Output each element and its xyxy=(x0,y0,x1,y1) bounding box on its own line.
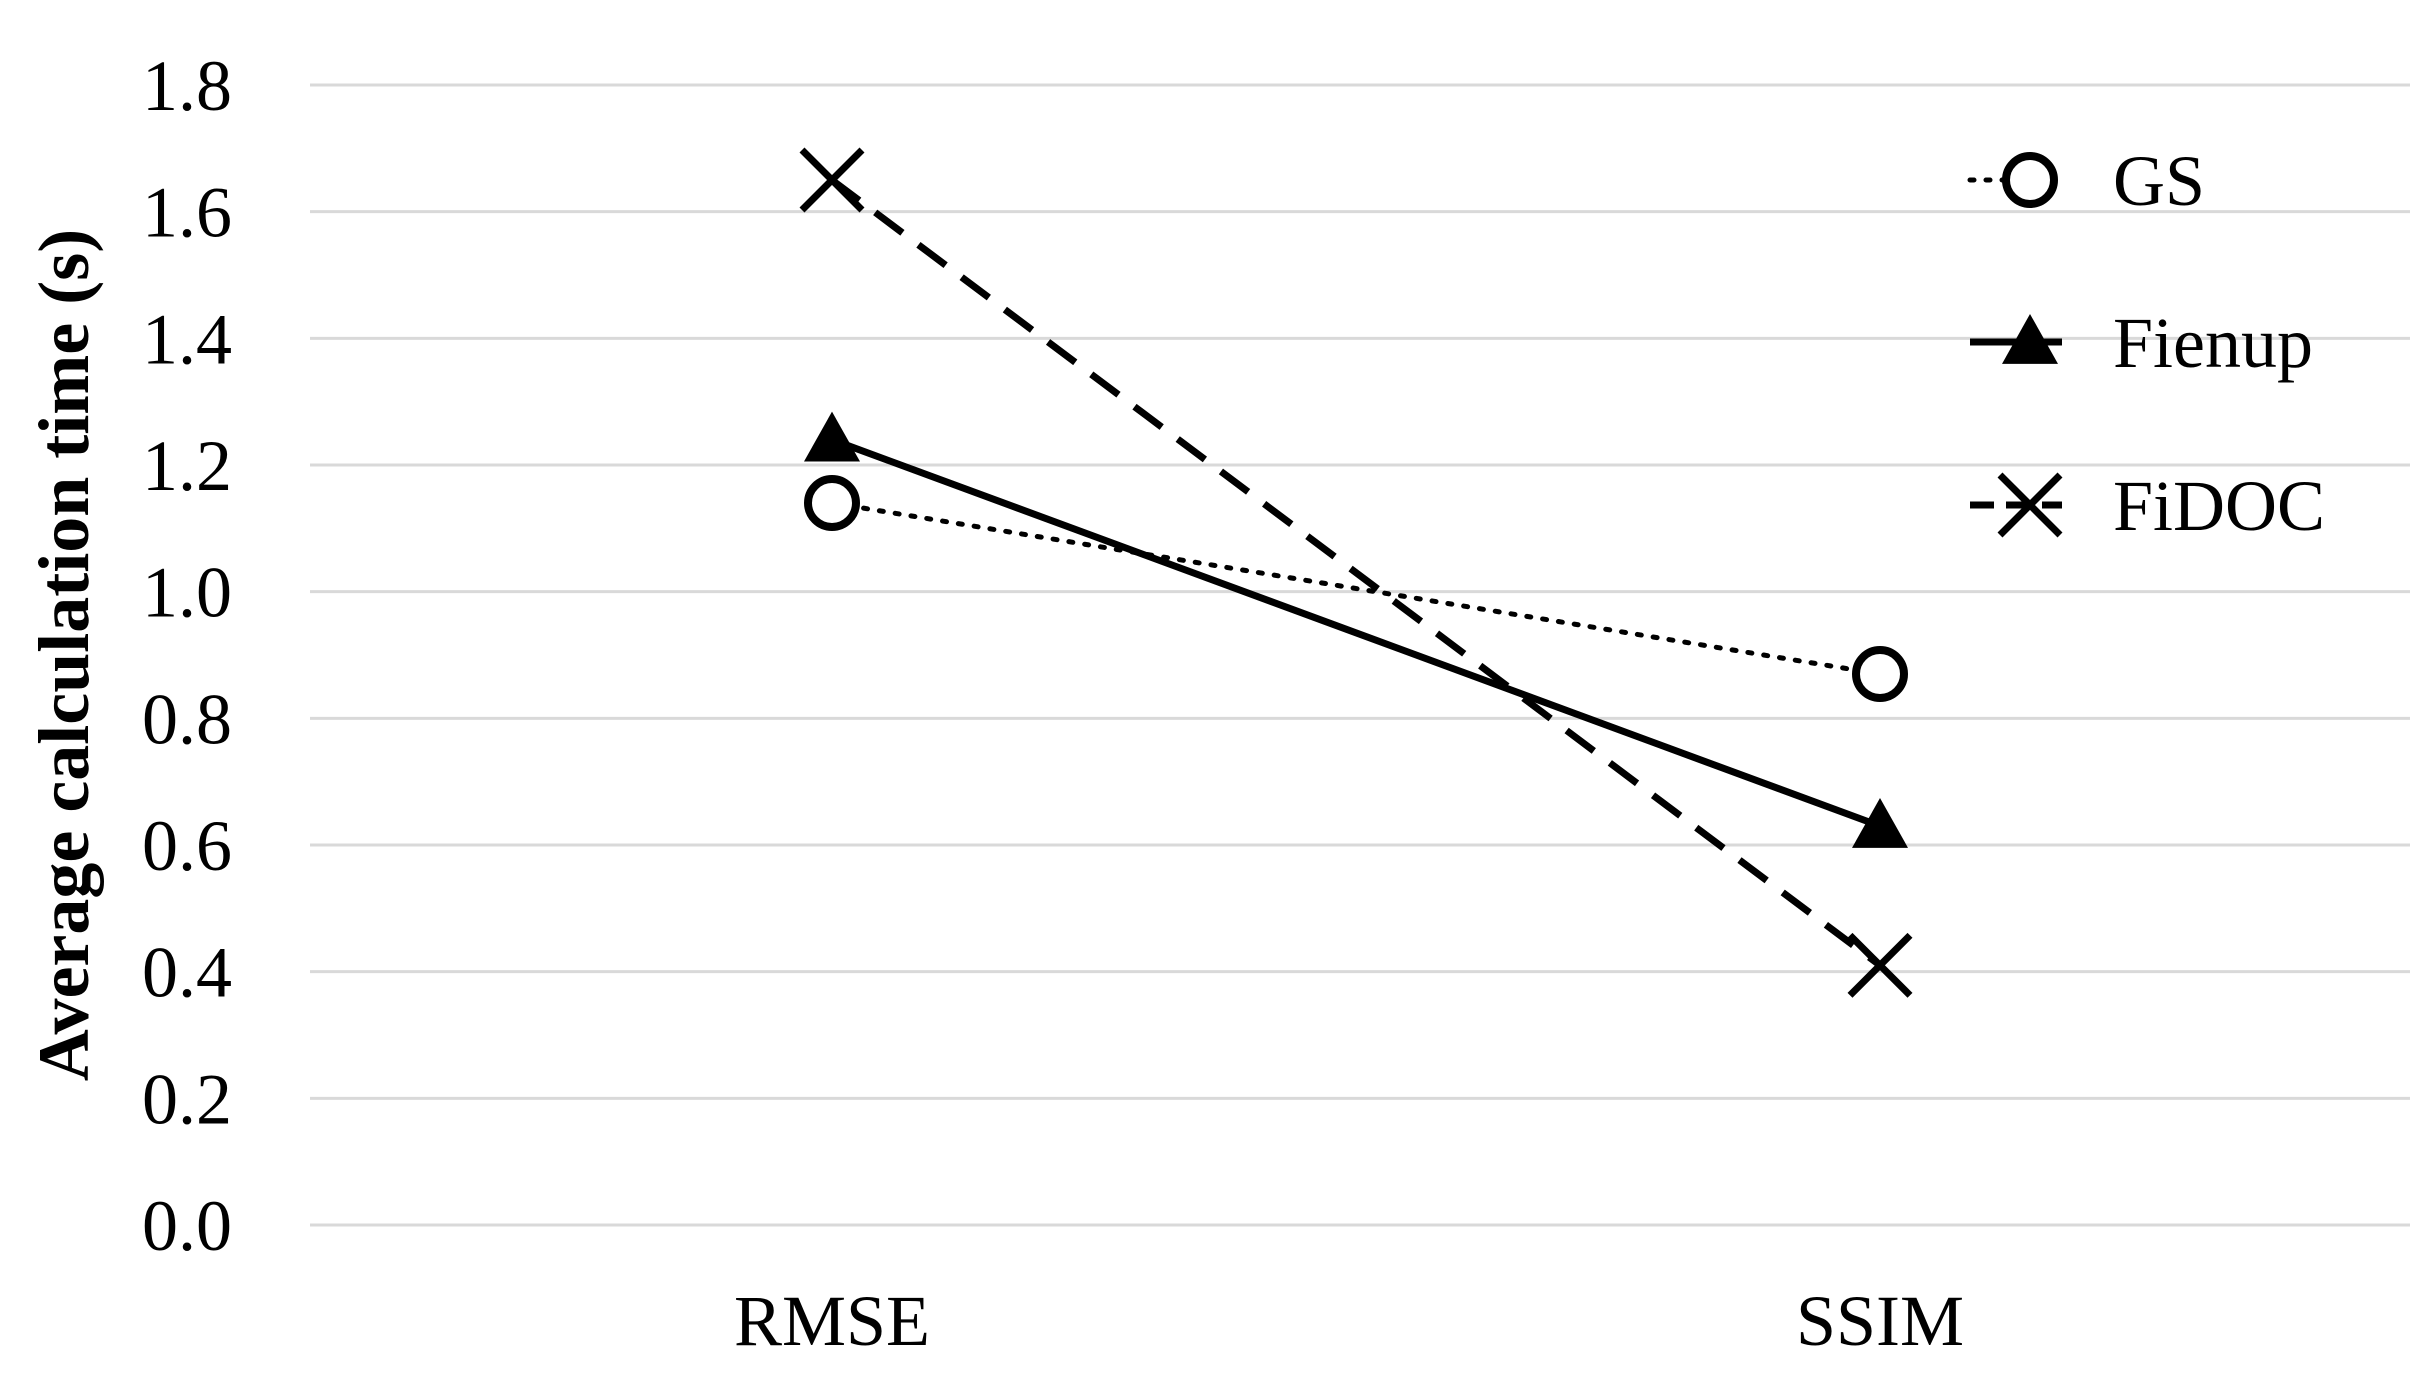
fidoc-marker xyxy=(1847,932,1913,998)
y-tick-label: 0.2 xyxy=(142,1059,232,1139)
legend-label: GS xyxy=(2113,141,2205,221)
series-fidoc xyxy=(799,147,1913,998)
y-tick-label: 0.8 xyxy=(142,679,232,759)
x-category-label: SSIM xyxy=(1796,1281,1964,1361)
fienup-marker xyxy=(2002,314,2058,364)
series-line xyxy=(829,177,1883,969)
y-axis-tick-labels: 0.0 0.2 0.4 0.6 0.8 1.0 1.2 1.4 1.6 1.8 xyxy=(142,46,232,1266)
series xyxy=(799,147,1913,998)
x-category-label: RMSE xyxy=(734,1281,930,1361)
legend-label: FiDOC xyxy=(2113,466,2325,546)
series-line xyxy=(830,436,1882,830)
x-axis-category-labels: RMSE SSIM xyxy=(734,1281,1964,1361)
fidoc-marker xyxy=(1997,472,2063,538)
y-tick-label: 0.4 xyxy=(142,933,232,1013)
series-line xyxy=(829,500,1883,677)
y-tick-label: 0.6 xyxy=(142,806,232,886)
y-axis-title: Average calculation time (s) xyxy=(24,229,104,1081)
y-tick-label: 1.4 xyxy=(142,299,232,379)
gs-marker xyxy=(2002,152,2058,208)
legend-item-gs: GS xyxy=(1967,141,2205,221)
y-tick-label: 1.2 xyxy=(142,426,232,506)
gs-marker xyxy=(804,475,860,531)
y-tick-label: 1.8 xyxy=(142,46,232,126)
legend-item-fienup: Fienup xyxy=(1970,303,2313,383)
fienup-marker xyxy=(804,411,860,462)
legend: GS Fienup FiDOC xyxy=(1967,141,2325,546)
y-tick-label: 1.6 xyxy=(142,173,232,253)
legend-item-fidoc: FiDOC xyxy=(1970,466,2325,546)
gridlines xyxy=(310,83,2410,1227)
series-gs xyxy=(804,475,1908,702)
legend-label: Fienup xyxy=(2113,303,2313,383)
fidoc-marker xyxy=(799,147,865,213)
fienup-marker xyxy=(1852,798,1908,848)
y-tick-label: 1.0 xyxy=(142,553,232,633)
series-fienup xyxy=(804,411,1908,848)
y-tick-label: 0.0 xyxy=(142,1186,232,1266)
gs-marker xyxy=(1852,646,1908,702)
